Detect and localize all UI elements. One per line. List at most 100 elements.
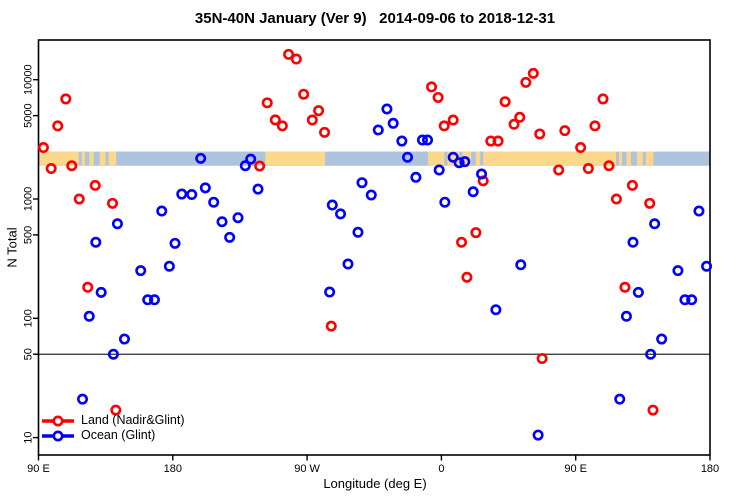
ocean-data-point xyxy=(252,183,264,195)
ocean-data-point xyxy=(356,177,368,189)
ocean-data-point xyxy=(396,135,408,147)
land-data-point xyxy=(553,164,565,176)
ocean-data-point xyxy=(208,196,220,208)
ocean-data-point xyxy=(447,151,459,163)
ocean-data-point xyxy=(326,199,338,211)
land-data-point xyxy=(619,281,631,293)
plot-border xyxy=(37,39,711,456)
ocean-data-point xyxy=(245,153,257,165)
land-data-point xyxy=(597,93,609,105)
legend: Land (Nadir&Glint) Ocean (Glint) xyxy=(41,413,185,443)
land-data-point xyxy=(426,81,438,93)
land-data-point xyxy=(514,111,526,123)
land-series-marker-icon xyxy=(42,415,74,426)
ocean-data-point xyxy=(490,304,502,316)
land-data-point xyxy=(37,142,49,154)
ocean-data-point xyxy=(679,294,691,306)
ocean-data-point xyxy=(239,160,251,172)
ocean-data-point xyxy=(365,189,377,201)
ocean-data-point xyxy=(402,151,414,163)
ocean-data-point xyxy=(176,188,188,200)
land-data-point xyxy=(603,160,615,172)
land-data-point xyxy=(110,404,122,416)
land-data-point xyxy=(325,320,337,332)
ocean-data-point xyxy=(632,286,644,298)
ocean-data-point xyxy=(232,212,244,224)
ocean-data-point xyxy=(118,333,130,345)
land-data-point xyxy=(432,91,444,103)
land-data-point xyxy=(527,67,539,79)
land-data-point xyxy=(306,114,318,126)
land-data-point xyxy=(492,135,504,147)
land-data-point xyxy=(644,197,656,209)
land-strip-segment xyxy=(427,151,445,166)
ocean-data-point xyxy=(645,348,657,360)
ocean-data-point xyxy=(83,310,95,322)
y-tick-label: 10000 xyxy=(23,64,35,95)
land-strip-segment xyxy=(99,151,106,166)
ocean-data-point xyxy=(387,117,399,129)
land-data-point xyxy=(82,281,94,293)
land-data-point xyxy=(298,88,310,100)
ocean-data-point xyxy=(352,226,364,238)
ocean-data-point xyxy=(693,205,705,217)
y-tick-label: 1000 xyxy=(23,187,35,211)
land-data-point xyxy=(261,97,273,109)
land-data-point xyxy=(276,120,288,132)
land-strip-segment xyxy=(645,151,654,166)
land-data-point xyxy=(536,353,548,365)
land-strip-segment xyxy=(483,151,616,166)
ocean-data-point xyxy=(620,310,632,322)
x-tick-label: 90 E xyxy=(27,463,50,475)
legend-item-land: Land (Nadir&Glint) xyxy=(41,413,185,428)
ocean-data-point xyxy=(649,218,661,230)
land-data-point xyxy=(254,160,266,172)
land-data-point xyxy=(447,114,459,126)
land-strip-segment xyxy=(265,151,326,166)
ocean-data-point xyxy=(148,294,160,306)
ocean-data-point xyxy=(410,171,422,183)
ocean-data-point xyxy=(324,286,336,298)
y-tick-label: 10 xyxy=(23,431,35,443)
ocean-data-point xyxy=(381,103,393,115)
ocean-data-point xyxy=(90,236,102,248)
land-data-point xyxy=(269,114,281,126)
ocean-data-point xyxy=(156,205,168,217)
ocean-data-point xyxy=(422,134,434,146)
ocean-data-point xyxy=(686,294,698,306)
ocean-data-point xyxy=(77,393,89,405)
ocean-data-point xyxy=(433,164,445,176)
ocean-data-point xyxy=(467,186,479,198)
ocean-data-point xyxy=(656,333,668,345)
land-data-point xyxy=(575,142,587,154)
land-data-point xyxy=(461,271,473,283)
chart-title: 35N-40N January (Ver 9) 2014-09-06 to 20… xyxy=(194,10,556,27)
land-data-point xyxy=(647,404,659,416)
land-strip-segment xyxy=(38,151,79,166)
ocean-series-marker-icon xyxy=(42,430,74,441)
land-data-point xyxy=(283,48,295,60)
legend-label-ocean: Ocean (Glint) xyxy=(81,428,156,442)
ocean-data-point xyxy=(701,260,713,272)
ocean-data-point xyxy=(163,260,175,272)
ocean-data-point xyxy=(342,258,354,270)
ocean-data-point xyxy=(107,348,119,360)
x-axis-title: Longitude (deg E) xyxy=(323,476,427,491)
ocean-data-point xyxy=(439,196,451,208)
x-tick-label: 0 xyxy=(438,463,444,475)
land-data-point xyxy=(313,105,325,117)
ocean-data-point xyxy=(111,218,123,230)
land-strip-segment xyxy=(108,151,117,166)
legend-item-ocean: Ocean (Glint) xyxy=(41,428,185,443)
land-strip-segment xyxy=(626,151,631,166)
land-data-point xyxy=(319,126,331,138)
legend-label-land: Land (Nadir&Glint) xyxy=(81,413,185,427)
ocean-data-point xyxy=(195,152,207,164)
x-tick-label: 90 E xyxy=(564,463,587,475)
land-data-point xyxy=(107,197,119,209)
ocean-data-point xyxy=(614,393,626,405)
ocean-data-point xyxy=(199,182,211,194)
y-tick-label: 50 xyxy=(23,348,35,360)
land-strip-segment xyxy=(636,151,643,166)
ocean-data-point xyxy=(335,208,347,220)
